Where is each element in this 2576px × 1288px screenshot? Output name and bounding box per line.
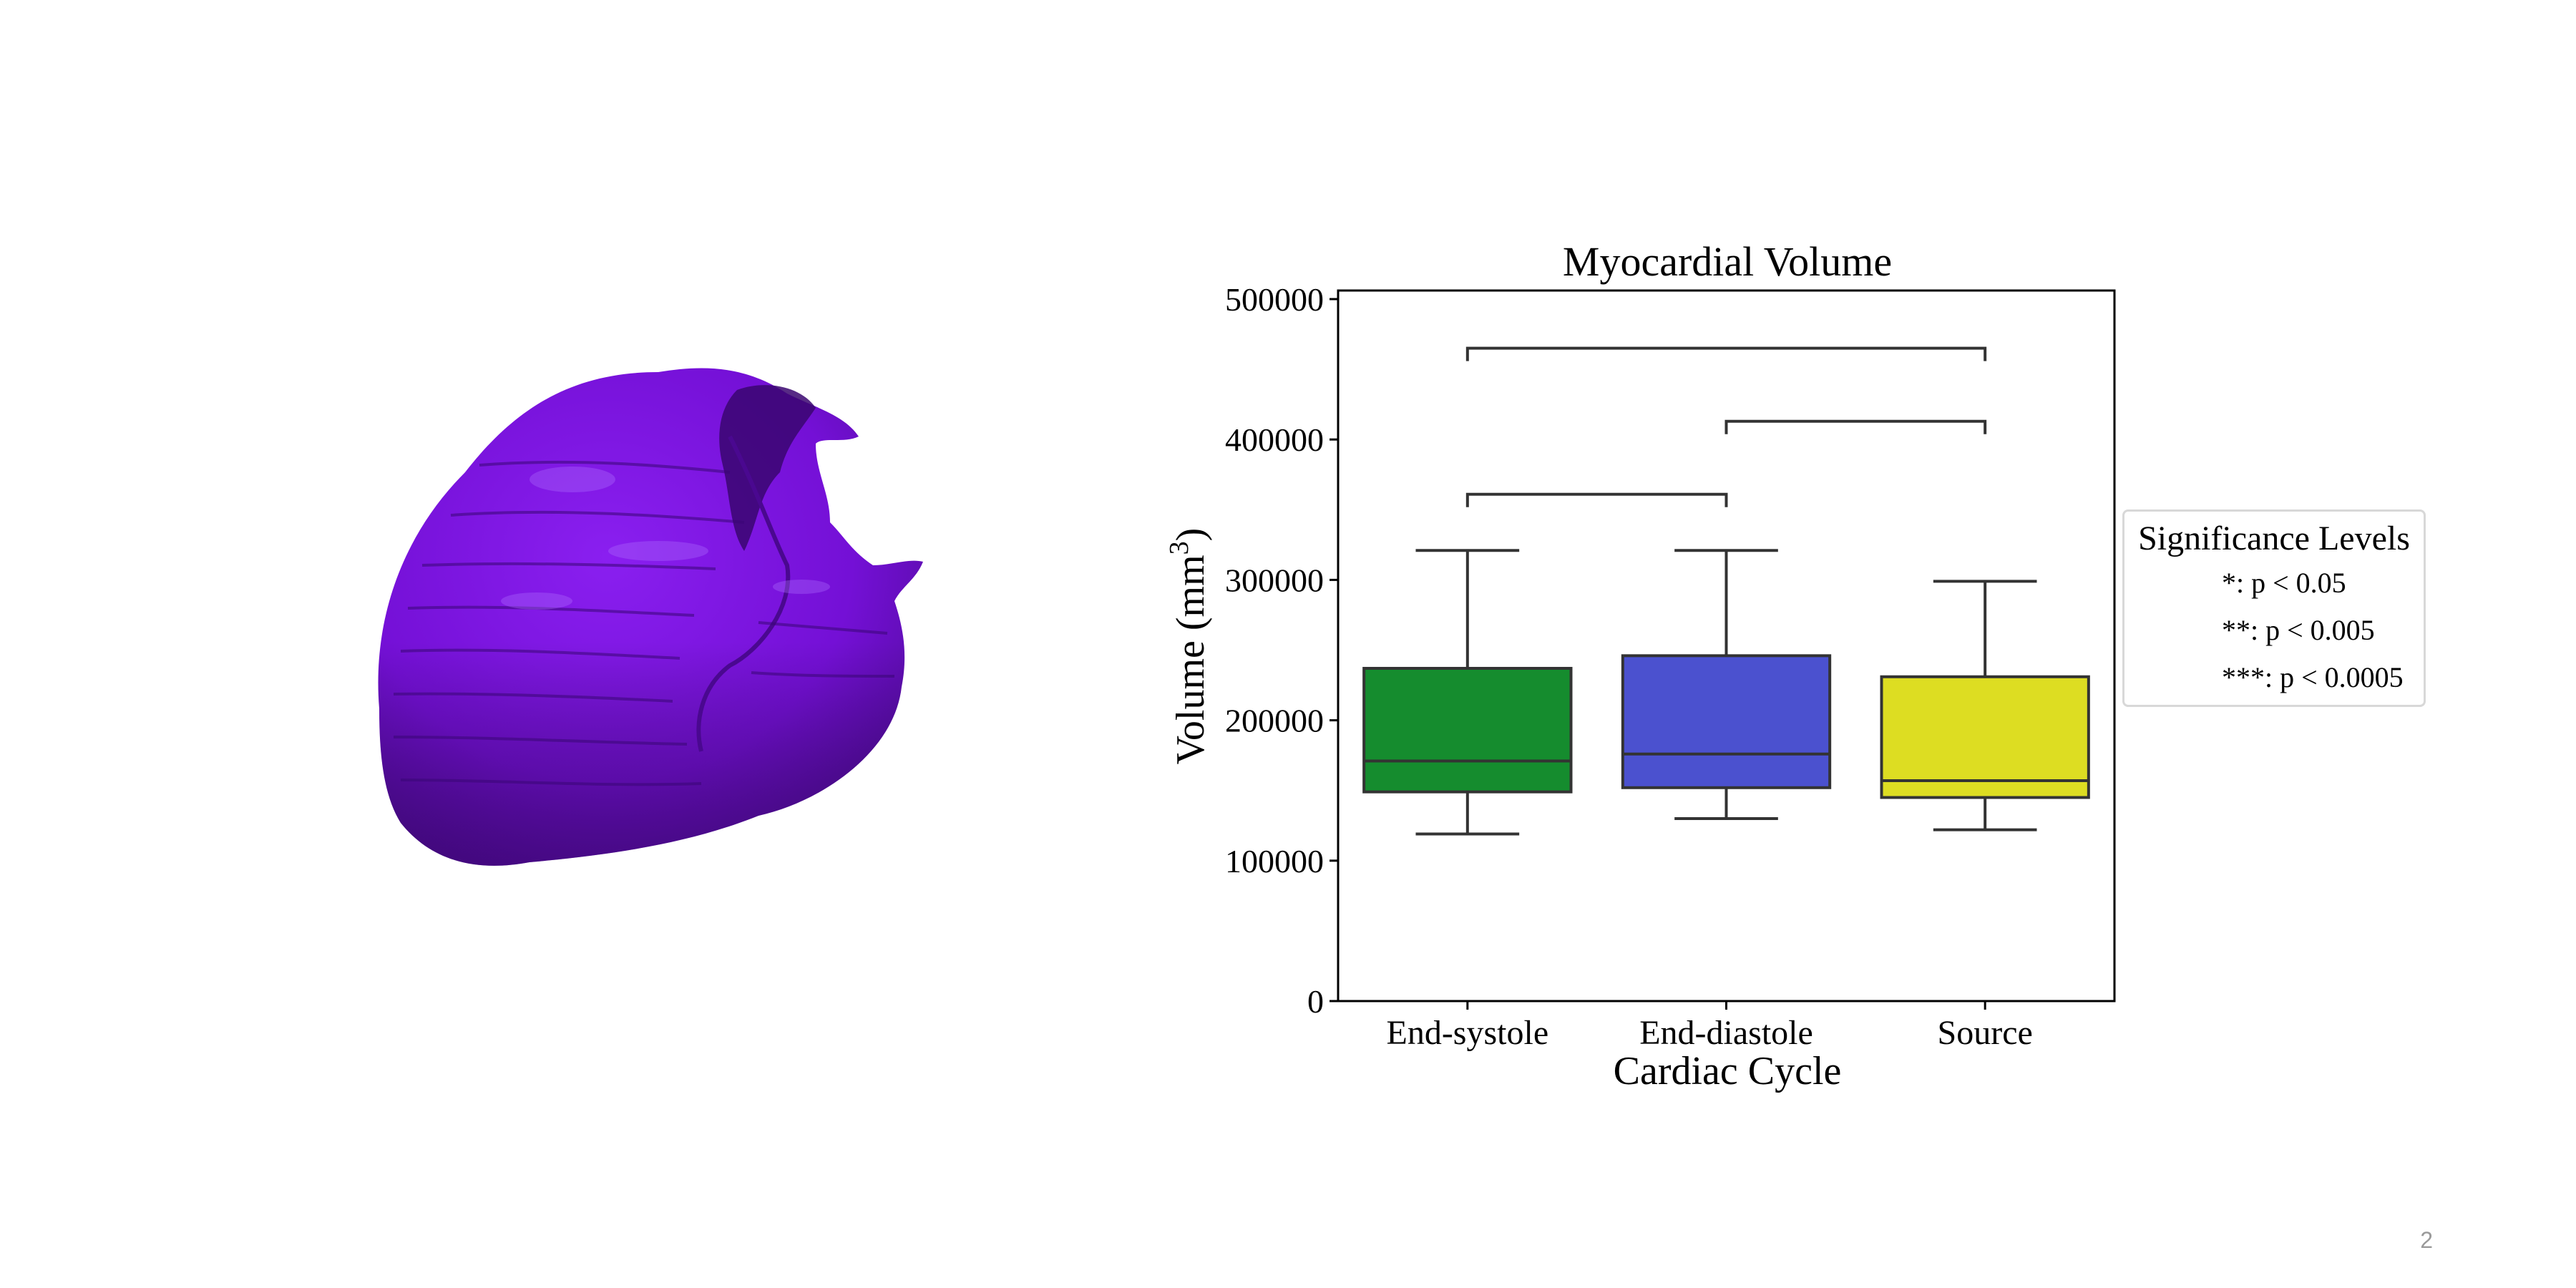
y-axis-label: Volume (mm3) [1164,528,1213,765]
legend-entry: *: p < 0.05 [2222,567,2346,599]
y-tick-label: 100000 [1225,843,1324,879]
mesh-stripes [393,460,895,786]
y-tick-label: 0 [1307,983,1324,1020]
box-source [1880,580,2090,831]
chart-title: Myocardial Volume [1563,238,1892,285]
y-axis-label-suffix: ) [1169,528,1213,542]
y-tick-label: 200000 [1225,703,1324,739]
x-tick-label: End-diastole [1639,1014,1813,1052]
y-axis-label-text: Volume (mm [1169,555,1213,764]
y-axis-label-superscript: 3 [1164,541,1194,555]
boxes [1362,549,2090,836]
x-axis-label: Cardiac Cycle [1614,1049,1842,1093]
x-axis: End-systole End-diastole Source [1387,1001,2033,1052]
y-tick-label: 500000 [1225,281,1324,318]
y-tick-label: 400000 [1225,421,1324,458]
box-end-systole [1362,549,1573,836]
significance-bracket [1465,492,1728,507]
mesh-highlights [501,467,830,610]
page-number: 2 [2420,1227,2433,1253]
x-tick-label: End-systole [1387,1014,1549,1052]
significance-brackets [1465,346,1987,507]
mesh-shadow [378,368,923,866]
y-axis: 0 100000 200000 300000 400000 500000 [1225,281,1338,1020]
x-tick-label: Source [1938,1014,2033,1052]
y-tick-label: 300000 [1225,562,1324,598]
significance-bracket [1724,419,1987,434]
iqr-box [1880,675,2090,799]
legend-title: Significance Levels [2138,519,2410,557]
box-end-diastole [1621,549,1832,820]
mesh-ridge [696,435,791,752]
legend-entry: ***: p < 0.0005 [2222,661,2404,693]
myocardium-mesh-image [378,368,923,866]
iqr-box [1621,654,1832,789]
significance-bracket [1465,346,1987,361]
legend-entry: **: p < 0.005 [2222,614,2375,646]
iqr-box [1362,667,1573,794]
mesh-cavity [719,385,816,551]
significance-legend: Significance Levels *: p < 0.05 **: p < … [2122,509,2426,707]
